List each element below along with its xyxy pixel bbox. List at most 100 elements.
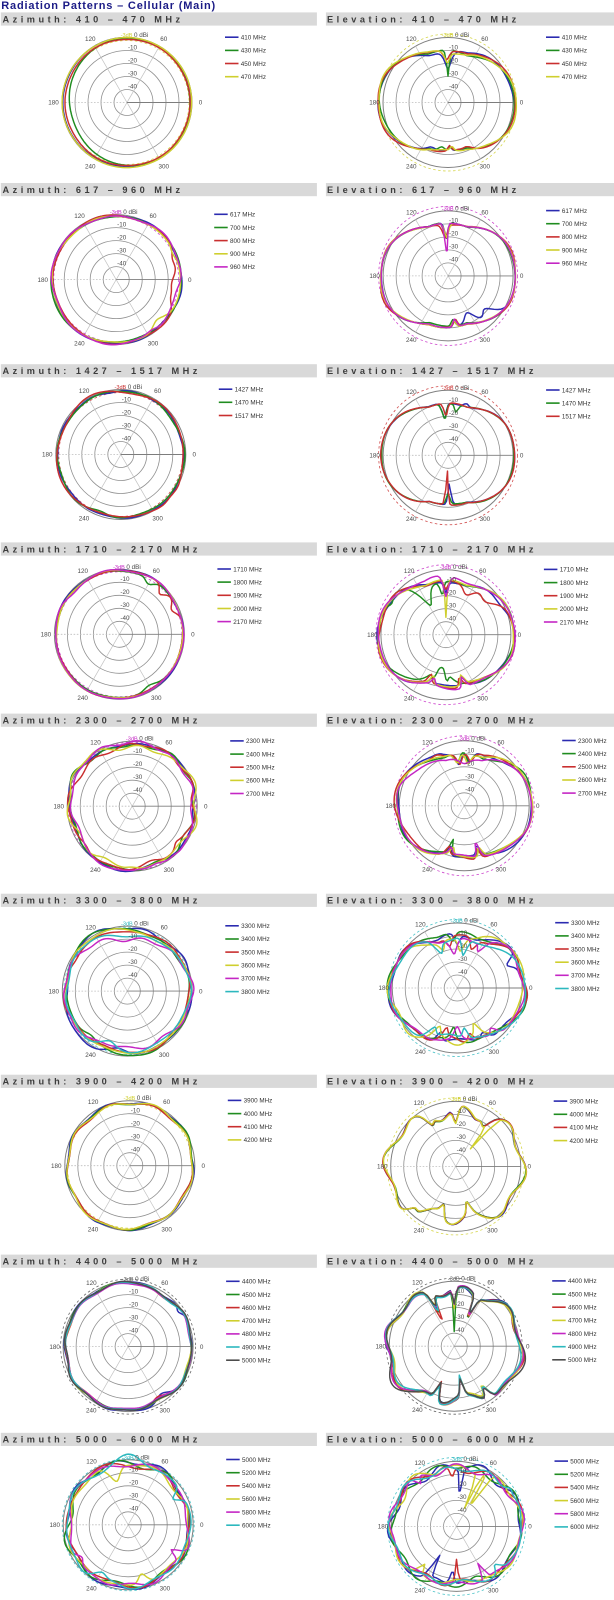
svg-text:0 dBi: 0 dBi (134, 32, 148, 39)
svg-text:60: 60 (163, 1099, 171, 1106)
svg-text:-10: -10 (117, 221, 127, 228)
svg-text:-40: -40 (129, 1506, 139, 1513)
svg-text:800 MHz: 800 MHz (562, 234, 587, 241)
svg-text:Azimuth: 1710 – 2170 MHz: Azimuth: 1710 – 2170 MHz (3, 544, 201, 554)
svg-text:-20: -20 (117, 234, 127, 241)
svg-text:3400 MHz: 3400 MHz (241, 936, 270, 943)
svg-text:300: 300 (477, 696, 488, 703)
svg-text:-10: -10 (455, 1288, 465, 1295)
svg-text:0: 0 (188, 277, 192, 284)
svg-text:3500 MHz: 3500 MHz (241, 949, 270, 956)
svg-text:-30: -30 (129, 1493, 139, 1500)
svg-text:60: 60 (489, 1100, 497, 1107)
svg-text:-30: -30 (133, 774, 143, 781)
svg-text:180: 180 (42, 452, 53, 459)
svg-text:-3dB: -3dB (126, 737, 138, 743)
svg-text:0: 0 (527, 1164, 531, 1171)
svg-text:60: 60 (490, 1460, 498, 1467)
svg-text:430 MHz: 430 MHz (562, 48, 587, 55)
svg-text:4200 MHz: 4200 MHz (570, 1138, 599, 1145)
svg-text:60: 60 (161, 925, 169, 932)
svg-text:0: 0 (520, 100, 524, 107)
svg-text:4800 MHz: 4800 MHz (568, 1331, 597, 1338)
svg-text:3900 MHz: 3900 MHz (244, 1098, 273, 1105)
svg-text:-30: -30 (458, 956, 468, 963)
svg-text:2600 MHz: 2600 MHz (578, 777, 607, 784)
svg-text:300: 300 (487, 1227, 498, 1234)
svg-text:2700 MHz: 2700 MHz (578, 790, 607, 797)
svg-text:240: 240 (85, 163, 96, 170)
svg-text:180: 180 (378, 1524, 389, 1531)
svg-text:0: 0 (536, 803, 540, 810)
svg-text:-10: -10 (129, 1467, 139, 1474)
svg-text:-20: -20 (458, 943, 468, 950)
svg-text:-30: -30 (457, 1494, 467, 1501)
svg-text:120: 120 (90, 740, 101, 747)
svg-text:300: 300 (160, 1586, 171, 1593)
svg-text:0 dBi: 0 dBi (461, 1276, 475, 1283)
svg-text:300: 300 (159, 163, 170, 170)
svg-text:3400 MHz: 3400 MHz (571, 933, 600, 940)
svg-text:180: 180 (41, 632, 52, 639)
svg-text:2000 MHz: 2000 MHz (233, 606, 262, 613)
svg-text:0 dBi: 0 dBi (126, 564, 140, 571)
svg-text:180: 180 (51, 1163, 62, 1170)
svg-text:Elevation: 3900 – 4200 MHz: Elevation: 3900 – 4200 MHz (327, 1077, 537, 1087)
svg-text:240: 240 (412, 1407, 423, 1414)
svg-text:300: 300 (152, 515, 163, 522)
svg-text:4900 MHz: 4900 MHz (242, 1344, 271, 1351)
svg-text:-30: -30 (449, 244, 459, 251)
svg-text:120: 120 (415, 1460, 426, 1467)
svg-text:-3dB: -3dB (122, 1277, 134, 1283)
svg-text:-20: -20 (465, 761, 475, 768)
svg-text:-3dB: -3dB (121, 33, 133, 39)
svg-text:1470 MHz: 1470 MHz (562, 400, 591, 407)
svg-text:Azimuth: 3300 – 3800 MHz: Azimuth: 3300 – 3800 MHz (3, 896, 201, 906)
svg-text:180: 180 (48, 100, 59, 107)
svg-text:5800 MHz: 5800 MHz (242, 1509, 271, 1516)
svg-text:5000 MHz: 5000 MHz (242, 1358, 271, 1365)
svg-text:180: 180 (37, 277, 48, 284)
svg-text:Azimuth: 3900 – 4200 MHz: Azimuth: 3900 – 4200 MHz (3, 1077, 201, 1087)
svg-text:-40: -40 (449, 257, 459, 264)
svg-text:4800 MHz: 4800 MHz (242, 1331, 271, 1338)
svg-text:-20: -20 (447, 590, 457, 597)
svg-text:4400 MHz: 4400 MHz (242, 1279, 271, 1286)
svg-text:0: 0 (518, 632, 522, 639)
svg-text:-3dB: -3dB (110, 210, 122, 216)
svg-text:1427 MHz: 1427 MHz (235, 387, 264, 394)
svg-text:-40: -40 (447, 616, 457, 623)
svg-text:60: 60 (479, 568, 487, 575)
svg-text:180: 180 (375, 1343, 386, 1350)
svg-text:-20: -20 (457, 1121, 467, 1128)
svg-text:240: 240 (406, 337, 417, 344)
svg-text:0: 0 (191, 632, 195, 639)
svg-text:3600 MHz: 3600 MHz (241, 963, 270, 970)
svg-text:300: 300 (489, 1049, 500, 1056)
svg-text:3300 MHz: 3300 MHz (571, 920, 600, 927)
svg-text:-40: -40 (457, 1507, 467, 1514)
svg-text:240: 240 (85, 1052, 96, 1059)
svg-text:240: 240 (86, 1586, 97, 1593)
svg-text:-40: -40 (458, 969, 468, 976)
svg-text:120: 120 (77, 568, 88, 575)
svg-text:450 MHz: 450 MHz (241, 61, 266, 68)
svg-text:240: 240 (406, 516, 417, 523)
svg-text:4100 MHz: 4100 MHz (570, 1125, 599, 1132)
svg-text:300: 300 (486, 1407, 497, 1414)
svg-text:2500 MHz: 2500 MHz (578, 764, 607, 771)
svg-text:5600 MHz: 5600 MHz (242, 1496, 271, 1503)
svg-text:180: 180 (53, 803, 64, 810)
svg-text:180: 180 (369, 453, 380, 460)
svg-text:-20: -20 (449, 410, 459, 417)
svg-text:0 dBi: 0 dBi (464, 1456, 478, 1463)
svg-text:0 dBi: 0 dBi (464, 918, 478, 925)
svg-text:5400 MHz: 5400 MHz (242, 1483, 271, 1490)
svg-text:180: 180 (378, 985, 389, 992)
svg-text:0: 0 (202, 1163, 206, 1170)
svg-text:2170 MHz: 2170 MHz (233, 619, 262, 626)
svg-text:0 dBi: 0 dBi (463, 1096, 477, 1103)
svg-text:-3dB: -3dB (113, 565, 125, 571)
svg-text:-3dB: -3dB (123, 1096, 135, 1102)
svg-text:Elevation: 2300 – 2700 MHz: Elevation: 2300 – 2700 MHz (327, 716, 537, 726)
